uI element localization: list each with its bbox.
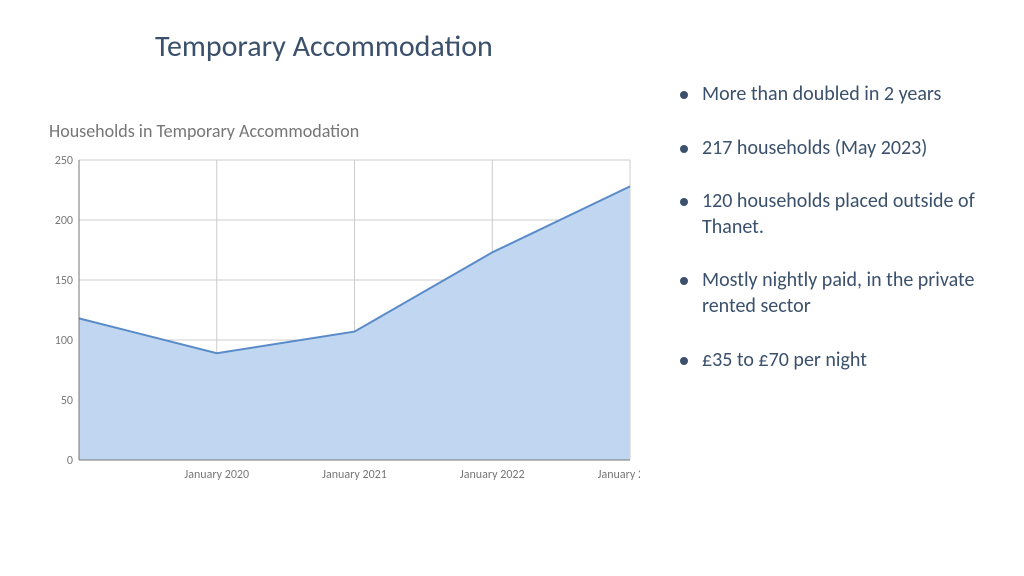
bullet-list: More than doubled in 2 years 217 househo… (680, 82, 990, 401)
svg-text:150: 150 (55, 274, 73, 288)
svg-text:January 2020: January 2020 (184, 468, 249, 482)
bullet-item: 120 households placed outside of Thanet. (680, 189, 990, 240)
svg-text:January 2023: January 2023 (598, 468, 640, 482)
svg-text:100: 100 (55, 334, 73, 348)
bullet-item: £35 to £70 per night (680, 348, 990, 374)
svg-text:200: 200 (55, 214, 73, 228)
svg-text:January 2021: January 2021 (322, 468, 387, 482)
svg-text:50: 50 (61, 394, 73, 408)
page-title: Temporary Accommodation (155, 28, 493, 65)
households-chart: Households in Temporary Accommodation 0 5… (45, 120, 640, 494)
bullet-item: More than doubled in 2 years (680, 82, 990, 108)
svg-text:January 2022: January 2022 (460, 468, 525, 482)
bullet-item: Mostly nightly paid, in the private rent… (680, 268, 990, 319)
area-chart-svg: 0 50 100 150 200 250 January 2020 January 2021 J… (45, 154, 640, 494)
svg-text:250: 250 (55, 154, 73, 168)
svg-text:0: 0 (67, 454, 73, 468)
bullet-item: 217 households (May 2023) (680, 136, 990, 162)
chart-title: Households in Temporary Accommodation (49, 120, 640, 142)
